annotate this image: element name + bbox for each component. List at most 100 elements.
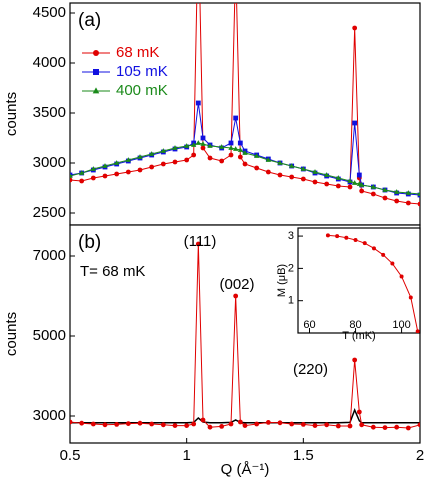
x-axis-label: Q (Å⁻¹) <box>221 461 270 478</box>
marker <box>79 178 85 184</box>
marker <box>160 422 166 428</box>
x-tick-label: 100 <box>392 319 410 331</box>
marker <box>312 179 318 185</box>
marker <box>362 241 367 246</box>
y-tick-label: 4500 <box>33 4 66 21</box>
plot-frame <box>69 224 421 444</box>
marker <box>79 170 85 175</box>
marker <box>70 172 73 178</box>
marker <box>90 166 96 171</box>
marker <box>394 189 400 194</box>
legend-label: 105 mK <box>116 63 168 80</box>
marker <box>352 180 358 185</box>
marker <box>233 293 239 299</box>
marker <box>191 421 197 427</box>
marker <box>102 163 108 168</box>
marker <box>79 420 85 426</box>
marker <box>408 295 413 300</box>
marker <box>137 154 143 159</box>
marker <box>207 143 213 148</box>
plot-frame <box>297 227 421 334</box>
legend-marker <box>92 87 100 94</box>
marker <box>242 423 248 428</box>
marker <box>417 201 420 207</box>
marker <box>417 422 420 428</box>
marker <box>254 421 260 427</box>
marker <box>347 178 353 183</box>
marker <box>149 151 155 156</box>
marker <box>335 423 341 429</box>
marker <box>228 145 234 150</box>
marker <box>70 419 73 425</box>
marker <box>242 150 248 155</box>
y-tick-label: 2500 <box>33 204 66 221</box>
marker <box>228 140 234 146</box>
marker <box>370 184 376 189</box>
marker <box>356 172 362 178</box>
marker <box>90 421 96 427</box>
marker <box>172 423 178 428</box>
x-tick-label: 60 <box>303 319 315 331</box>
x-tick-label: 0.5 <box>60 447 81 464</box>
marker <box>70 173 73 178</box>
x-axis-label: T (mK) <box>342 330 375 342</box>
marker <box>359 188 365 194</box>
y-tick-label: 4000 <box>33 54 66 71</box>
marker <box>312 169 318 174</box>
panel-label: (a) <box>78 10 101 31</box>
marker <box>300 422 306 427</box>
marker <box>324 422 330 428</box>
marker <box>417 191 420 196</box>
marker <box>359 182 365 187</box>
legend-label: 68 mK <box>116 44 159 61</box>
marker <box>254 165 260 171</box>
marker <box>125 157 131 162</box>
marker <box>125 421 131 426</box>
marker <box>356 409 362 415</box>
marker <box>352 25 358 31</box>
marker <box>228 421 234 427</box>
marker <box>114 160 120 165</box>
marker <box>195 100 201 106</box>
y-axis-label: counts <box>3 312 20 356</box>
marker <box>233 115 239 121</box>
marker <box>242 161 248 167</box>
marker <box>347 184 353 190</box>
marker <box>415 329 420 333</box>
x-tick-label: 1.5 <box>293 447 314 464</box>
marker <box>405 190 411 195</box>
marker <box>200 417 206 423</box>
y-tick-label: 3 <box>288 230 294 242</box>
marker <box>191 152 197 158</box>
marker <box>371 246 376 251</box>
y-tick-label: 3500 <box>33 104 66 121</box>
marker <box>160 148 166 153</box>
y-axis-label: M (μB) <box>276 264 288 297</box>
y-tick-label: 2 <box>288 262 294 274</box>
y-tick-label: 1 <box>288 295 294 307</box>
legend-marker <box>93 69 99 75</box>
marker <box>90 175 96 181</box>
marker <box>370 424 376 430</box>
marker <box>300 166 306 171</box>
marker <box>219 424 225 429</box>
marker <box>335 234 340 239</box>
marker <box>277 160 283 165</box>
plot-area <box>70 241 420 431</box>
marker <box>289 174 295 180</box>
marker <box>200 141 206 146</box>
marker <box>289 163 295 168</box>
marker <box>405 425 411 431</box>
marker <box>184 423 190 428</box>
x-tick-label: 1 <box>182 447 190 464</box>
annotation: (002) <box>219 276 254 293</box>
marker <box>149 421 155 427</box>
marker <box>137 167 143 173</box>
marker <box>353 237 358 242</box>
plot-area <box>70 3 420 207</box>
y-axis-label: counts <box>3 92 20 136</box>
y-tick-label: 3000 <box>33 407 66 424</box>
marker <box>265 169 271 175</box>
marker <box>382 187 388 192</box>
marker <box>228 152 234 158</box>
